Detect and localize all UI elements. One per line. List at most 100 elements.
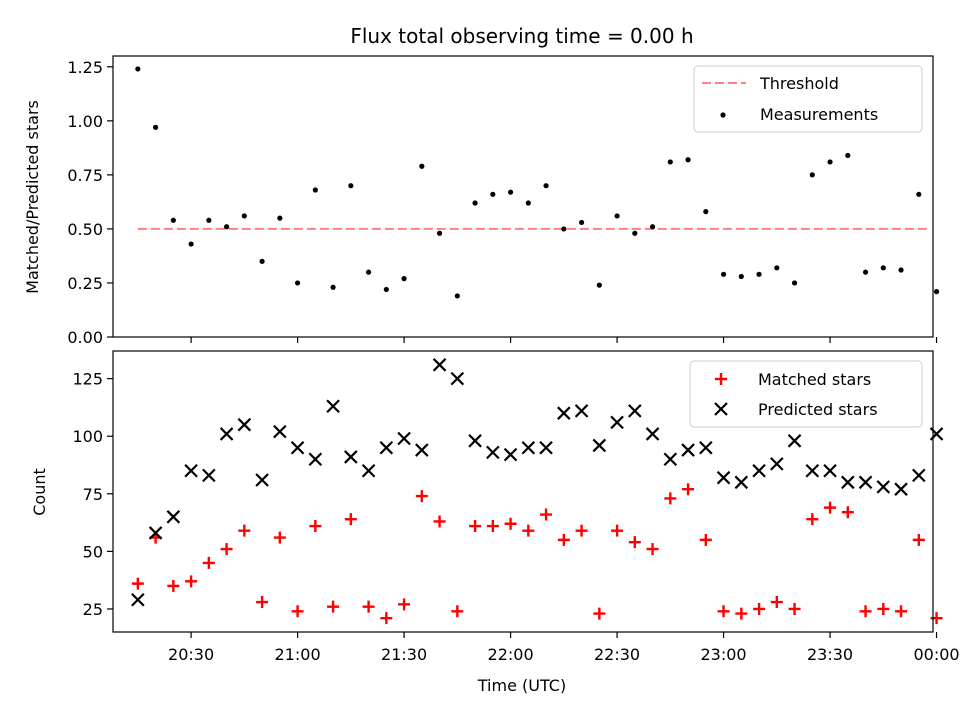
matched-star-point — [540, 508, 553, 521]
predicted-star-point — [574, 404, 589, 418]
predicted-star-point — [539, 440, 553, 455]
predicted-star-point — [699, 440, 713, 455]
measurement-point — [135, 66, 141, 72]
matched-star-point — [380, 612, 393, 625]
predicted-star-point — [290, 440, 305, 455]
measurement-point — [632, 230, 638, 236]
predicted-star-point — [237, 417, 252, 432]
x-axis-label: Time (UTC) — [477, 676, 566, 695]
predicted-star-point — [468, 434, 482, 448]
y-tick-label: 25 — [83, 600, 103, 619]
measurement-point — [685, 157, 691, 163]
predicted-star-point — [273, 424, 287, 439]
ratio-y-axis-label: Matched/Predicted stars — [23, 100, 42, 294]
matched-star-point — [824, 501, 837, 514]
matched-star-point — [717, 605, 730, 618]
ratio-x-axis — [190, 337, 938, 343]
matched-star-point — [469, 520, 482, 533]
matched-star-point — [504, 517, 517, 530]
y-tick-label: 0.25 — [67, 274, 103, 293]
predicted-star-point — [450, 371, 465, 386]
predicted-star-point — [787, 434, 802, 448]
measurement-point — [649, 224, 656, 230]
matched-star-point — [557, 533, 570, 546]
matched-star-point — [699, 533, 712, 546]
measurement-point — [720, 271, 727, 277]
matched-star-point — [682, 483, 695, 496]
predicted-star-point — [894, 482, 908, 496]
measurement-point — [223, 224, 230, 230]
predicted-star-point — [610, 415, 624, 430]
y-tick-label: 0.00 — [67, 328, 103, 347]
x-tick-label: 22:00 — [488, 645, 534, 664]
matched-star-point — [522, 524, 535, 537]
counts-y-axis: 25 50 75 100 125 — [72, 370, 113, 619]
predicted-star-point — [432, 358, 447, 372]
matched-star-point — [185, 575, 198, 588]
legend-matched-swatch — [715, 373, 727, 385]
measurement-point — [561, 226, 567, 232]
measurement-point — [543, 183, 549, 189]
measurement-point — [845, 152, 851, 159]
legend-predicted-swatch — [714, 402, 728, 416]
measurement-point — [294, 280, 301, 286]
matched-star-point — [593, 607, 606, 620]
predicted-star-point — [716, 470, 731, 485]
measurement-point — [898, 267, 904, 273]
legend-threshold-label: Threshold — [759, 74, 839, 93]
matched-star-point — [575, 524, 588, 537]
counts-x-axis: 20:30 21:00 21:30 22:00 22:30 23:00 23:30 00:00 — [168, 632, 960, 664]
measurement-point — [170, 217, 176, 223]
measurement-point — [862, 269, 869, 275]
legend-predicted-label: Predicted stars — [758, 400, 878, 419]
x-tick-label: 21:00 — [275, 645, 321, 664]
predicted-star-point — [255, 473, 269, 487]
predicted-star-point — [876, 480, 891, 494]
measurement-point — [880, 265, 886, 271]
predicted-star-point — [592, 438, 607, 453]
matched-star-point — [202, 556, 215, 569]
matched-star-point — [841, 506, 854, 519]
measurement-point — [578, 219, 585, 226]
measurement-point — [667, 159, 673, 165]
measurement-point — [152, 124, 159, 130]
counts-plot-frame — [112, 350, 934, 633]
matched-star-point — [256, 596, 269, 609]
measurement-point — [330, 284, 336, 290]
matched-star-point — [806, 513, 819, 526]
matched-star-point — [788, 602, 801, 615]
measurement-point — [507, 189, 514, 195]
y-tick-label: 1.00 — [67, 112, 103, 131]
predicted-star-point — [131, 592, 145, 607]
x-tick-label: 00:00 — [913, 645, 959, 664]
matched-star-point — [628, 536, 641, 549]
measurement-point — [791, 280, 798, 286]
predicted-star-point — [734, 475, 749, 490]
measurement-point — [436, 230, 443, 236]
x-tick-label: 20:30 — [168, 645, 214, 664]
predicted-star-point — [841, 475, 855, 490]
ratio-y-axis: 0.00 0.25 0.50 0.75 1.00 1.25 — [67, 58, 113, 347]
measurement-point — [827, 159, 833, 165]
measurement-point — [490, 191, 496, 197]
measurement-point — [703, 209, 709, 215]
predicted-star-point — [503, 447, 518, 462]
y-tick-label: 1.25 — [67, 58, 103, 77]
measurement-point — [401, 276, 407, 282]
matched-star-point — [912, 533, 925, 546]
ratio-panel: 0.00 0.25 0.50 0.75 1.00 1.25 Matched/Predict… — [23, 55, 940, 347]
measurement-point — [472, 200, 478, 206]
predicted-star-point — [770, 457, 784, 471]
measurement-point — [756, 271, 762, 277]
measurement-point — [933, 289, 940, 295]
predicted-star-point — [397, 431, 411, 446]
matched-star-point — [611, 524, 624, 537]
predicted-star-point — [344, 450, 358, 464]
matched-star-point — [877, 602, 890, 615]
measurement-point — [525, 200, 531, 206]
matched-star-point — [344, 513, 357, 526]
measurement-point — [312, 187, 318, 193]
predicted-star-point — [415, 443, 429, 457]
matched-star-point — [309, 520, 322, 533]
